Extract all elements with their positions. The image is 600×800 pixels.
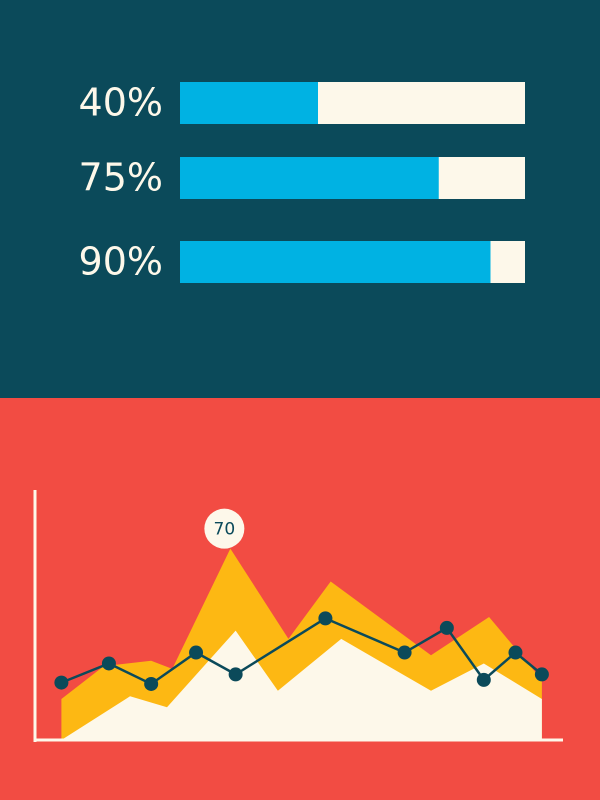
area xyxy=(61,630,542,740)
point xyxy=(101,656,116,671)
bar xyxy=(180,157,439,199)
point xyxy=(318,611,333,626)
point xyxy=(476,672,491,687)
point xyxy=(534,667,549,682)
value-label: 90% xyxy=(79,240,163,284)
point xyxy=(189,645,204,660)
label-badge xyxy=(204,508,245,549)
point xyxy=(54,675,69,690)
value-label: 40% xyxy=(79,81,163,125)
bar xyxy=(180,241,491,283)
point xyxy=(397,645,412,660)
point xyxy=(228,667,243,682)
bar xyxy=(180,82,318,124)
point xyxy=(508,645,523,660)
point xyxy=(144,676,159,691)
point xyxy=(439,620,454,635)
value-label: 75% xyxy=(79,156,163,200)
data-label: 70 xyxy=(214,520,236,540)
